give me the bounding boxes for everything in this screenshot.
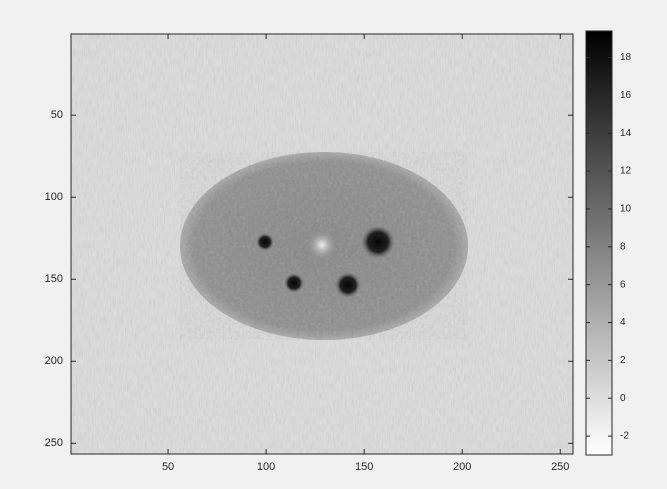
- colorbar-tick-label: 6: [620, 279, 626, 290]
- y-tick-label: 250: [45, 437, 63, 449]
- x-tick-label: 150: [355, 461, 373, 473]
- x-tick-label: 250: [551, 461, 569, 473]
- colorbar-tick-label: 10: [620, 204, 632, 215]
- y-tick-label: 150: [45, 273, 63, 285]
- x-tick-label: 50: [162, 461, 174, 473]
- axes-box: [70, 33, 574, 455]
- y-tick-label: 200: [45, 355, 63, 367]
- colorbar-tick-label: -2: [620, 431, 629, 442]
- colorbar: [585, 30, 613, 456]
- colorbar-tick-label: 4: [620, 317, 626, 328]
- x-tick-label: 100: [257, 461, 275, 473]
- colorbar-tick-label: 14: [620, 128, 632, 139]
- colorbar-tick-label: 0: [620, 393, 626, 404]
- colorbar-tick-label: 12: [620, 166, 632, 177]
- colorbar-tick-label: 18: [620, 52, 632, 63]
- y-tick-label: 50: [51, 109, 63, 121]
- colorbar-tick-label: 8: [620, 241, 626, 252]
- image: [71, 34, 573, 454]
- colorbar-tick-label: 2: [620, 355, 626, 366]
- y-tick-label: 100: [45, 191, 63, 203]
- x-tick-label: 200: [453, 461, 471, 473]
- colorbar-tick-label: 16: [620, 90, 632, 101]
